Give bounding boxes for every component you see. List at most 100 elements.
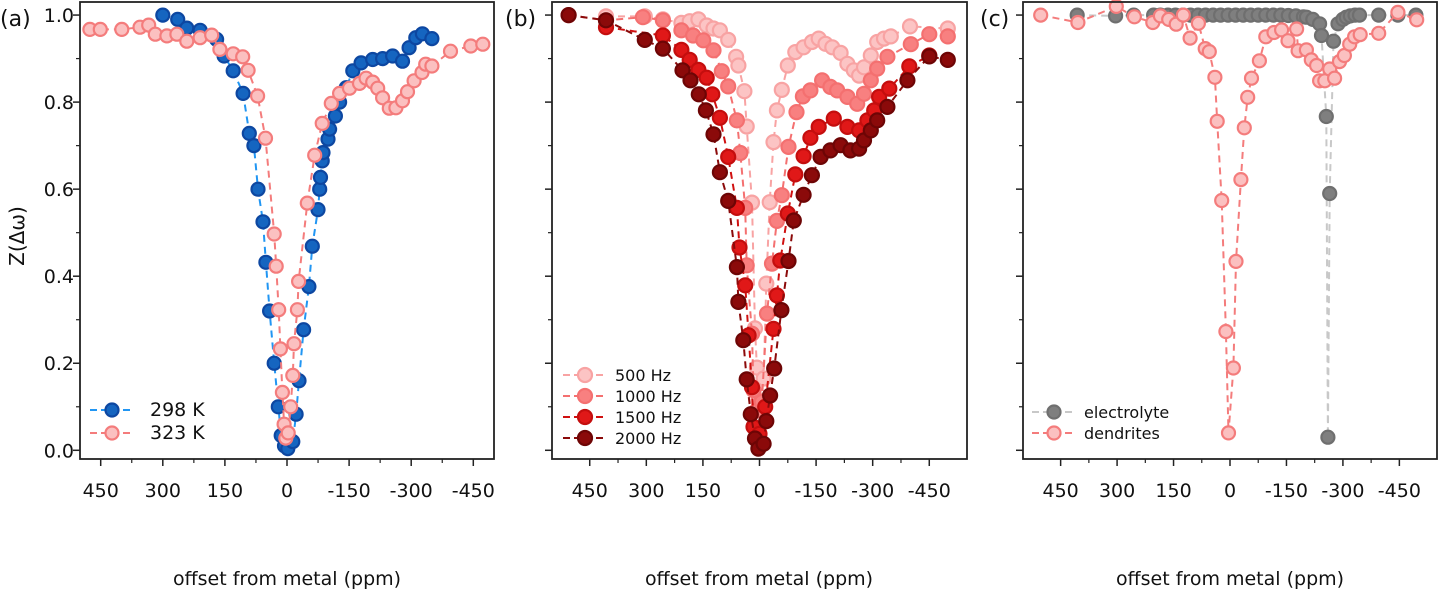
data-point <box>761 387 779 404</box>
x-tick-label: 150 <box>207 480 243 502</box>
legend-entry: 1500 Hz <box>563 408 681 427</box>
y-axis-title: Z(Δω) <box>5 206 29 266</box>
legend-entry: 298 K <box>90 399 205 421</box>
data-point <box>271 302 287 318</box>
legend-entry: 500 Hz <box>563 366 671 385</box>
data-point <box>634 9 652 26</box>
data-point <box>1190 15 1207 31</box>
x-tick-label: -300 <box>1321 480 1364 502</box>
x-tick-label: 450 <box>1043 480 1079 502</box>
legend-marker <box>576 408 594 426</box>
data-point <box>283 399 299 415</box>
data-point <box>921 48 938 65</box>
data-point <box>711 109 729 126</box>
legend-label: 298 K <box>150 399 205 421</box>
data-point <box>705 42 722 59</box>
x-tick-label: -300 <box>390 480 433 502</box>
data-point <box>780 252 797 270</box>
data-point <box>766 360 783 377</box>
data-point <box>862 47 879 64</box>
x-tick-label: -150 <box>328 480 371 502</box>
data-point <box>825 110 842 127</box>
data-point <box>475 36 491 52</box>
data-point <box>1126 9 1143 25</box>
x-tick-label: 0 <box>1224 480 1236 502</box>
data-point <box>1371 25 1387 41</box>
data-point <box>901 58 918 75</box>
data-point <box>921 26 938 43</box>
legend-label: dendrites <box>1084 424 1160 443</box>
data-point <box>869 60 886 77</box>
data-point <box>713 63 730 80</box>
series-323-k <box>82 17 491 446</box>
data-point <box>240 62 256 78</box>
data-point <box>1218 323 1234 340</box>
data-point <box>312 169 329 185</box>
x-tick-label: -450 <box>452 480 495 502</box>
data-point <box>901 18 919 35</box>
y-tick-label: 0.4 <box>44 266 74 288</box>
data-point <box>597 12 615 29</box>
x-tick-label: 150 <box>1155 480 1191 502</box>
data-point <box>212 41 228 58</box>
data-point <box>442 43 459 59</box>
legend-marker <box>576 387 594 405</box>
x-tick-label: 450 <box>83 480 119 502</box>
data-point <box>92 21 108 37</box>
data-point <box>424 58 440 74</box>
x-tick-label: 300 <box>145 480 181 502</box>
data-point <box>697 102 715 119</box>
data-point <box>795 148 812 165</box>
data-point <box>768 212 786 229</box>
panel-label: (b) <box>505 7 536 32</box>
legend-marker <box>1046 425 1062 441</box>
data-point <box>736 83 753 100</box>
data-point <box>225 63 241 79</box>
data-point <box>738 371 755 388</box>
data-point <box>255 214 271 230</box>
data-point <box>869 112 886 129</box>
legend-entry: 2000 Hz <box>563 429 681 448</box>
data-point <box>1182 30 1198 46</box>
data-point <box>636 31 653 49</box>
legend-label: 500 Hz <box>615 366 671 385</box>
data-point <box>1108 0 1124 14</box>
data-point <box>1236 120 1252 136</box>
data-point <box>241 125 257 141</box>
data-point <box>424 30 440 47</box>
data-point <box>879 98 896 116</box>
data-point <box>802 82 819 99</box>
legend-label: 1000 Hz <box>615 387 681 406</box>
data-point <box>1214 192 1230 209</box>
x-tick-label: 300 <box>628 480 664 502</box>
data-point <box>735 332 752 349</box>
data-point <box>1220 425 1237 441</box>
data-point <box>768 287 786 304</box>
data-point <box>855 85 873 102</box>
legend-label: 2000 Hz <box>615 429 681 448</box>
data-point <box>773 302 790 319</box>
data-point <box>705 126 722 143</box>
legend-marker <box>576 366 594 384</box>
x-tick-label: 150 <box>685 480 721 502</box>
x-tick-label: -450 <box>908 480 951 502</box>
x-tick-label: -450 <box>1378 480 1421 502</box>
data-point <box>250 88 266 104</box>
data-point <box>720 31 737 49</box>
data-point <box>1313 27 1330 44</box>
data-point <box>323 95 339 112</box>
data-point <box>730 57 747 74</box>
data-point <box>802 129 819 146</box>
plot-frame <box>79 1 495 460</box>
data-point <box>289 302 305 318</box>
data-point <box>1352 26 1368 43</box>
data-point <box>463 38 479 54</box>
legend-marker <box>104 425 120 441</box>
data-point <box>704 86 721 103</box>
x-tick-label: 450 <box>572 480 608 502</box>
data-point <box>1070 14 1086 31</box>
data-point <box>654 12 672 29</box>
data-point <box>1409 12 1425 28</box>
plot-frame <box>1022 1 1438 460</box>
data-point <box>560 7 577 24</box>
